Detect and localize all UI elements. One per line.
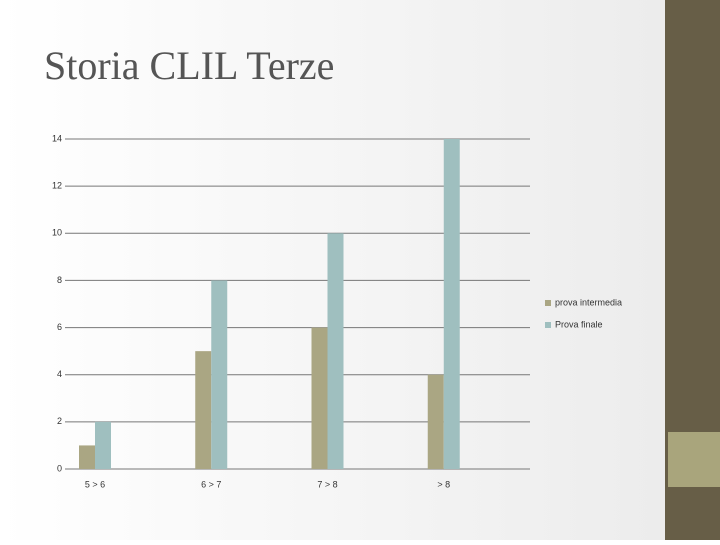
legend-swatch <box>545 300 551 306</box>
x-tick-label: 5 > 6 <box>85 479 105 489</box>
y-tick-label: 6 <box>57 322 62 332</box>
bar <box>327 233 344 469</box>
y-tick-label: 14 <box>52 133 62 143</box>
slide-title: Storia CLIL Terze <box>44 43 334 88</box>
x-tick-label: > 8 <box>437 479 450 489</box>
y-tick-label: 2 <box>57 416 62 426</box>
legend-label: Prova finale <box>555 319 603 329</box>
bar <box>79 445 95 469</box>
bar <box>311 327 328 469</box>
bar <box>427 374 444 469</box>
x-tick-label: 6 > 7 <box>201 479 221 489</box>
bar <box>95 421 111 469</box>
side-accent <box>668 432 720 487</box>
y-tick-label: 0 <box>57 463 62 473</box>
x-tick-label: 7 > 8 <box>317 479 337 489</box>
bar <box>211 280 228 469</box>
legend-swatch <box>545 322 551 328</box>
bar <box>443 139 460 469</box>
legend-label: prova intermedia <box>555 297 622 307</box>
y-tick-label: 10 <box>52 228 62 238</box>
y-tick-label: 4 <box>57 369 62 379</box>
bar <box>195 351 212 469</box>
y-tick-label: 8 <box>57 275 62 285</box>
y-tick-label: 12 <box>52 181 62 191</box>
